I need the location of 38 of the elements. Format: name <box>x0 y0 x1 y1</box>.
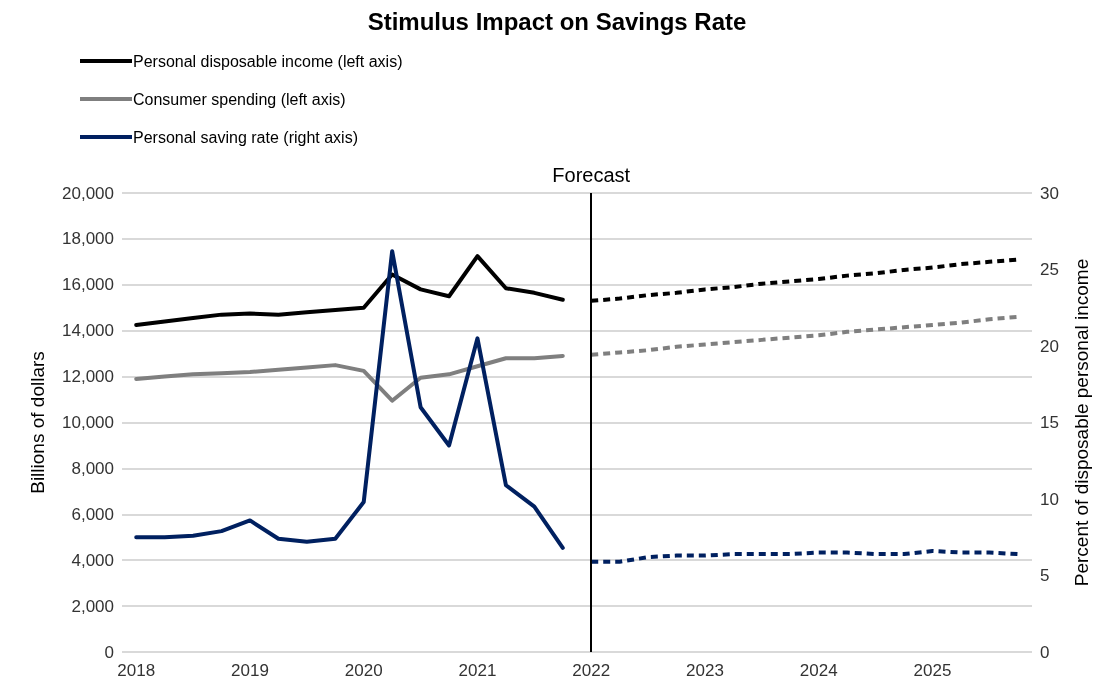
y-tick-label: 6,000 <box>71 504 114 524</box>
line-series <box>589 549 1020 564</box>
y-tick-label: 20,000 <box>62 183 114 203</box>
line-series <box>134 249 565 550</box>
y-tick-label: 12,000 <box>62 367 114 387</box>
x-tick-label: 2019 <box>231 661 269 680</box>
x-tick-label: 2025 <box>913 661 952 680</box>
ref-line-label: Forecast <box>552 164 631 186</box>
y2-tick-label: 20 <box>1040 336 1059 356</box>
y-tick-label: 0 <box>104 642 114 662</box>
x-tick-label: 2023 <box>686 661 724 680</box>
y-tick-label: 2,000 <box>71 596 114 616</box>
legend-label: Personal saving rate (right axis) <box>133 128 358 146</box>
legend-label: Consumer spending (left axis) <box>133 90 346 108</box>
y2-tick-label: 30 <box>1040 183 1059 203</box>
legend-label: Personal disposable income (left axis) <box>133 52 403 70</box>
y-tick-label: 18,000 <box>62 229 114 249</box>
y2-axis-title: Percent of disposable personal income <box>1071 258 1092 587</box>
line-series <box>134 254 565 327</box>
x-tick-label: 2018 <box>117 661 156 680</box>
y-axis-title: Billions of dollars <box>27 351 48 494</box>
y2-tick-label: 10 <box>1040 489 1059 509</box>
y2-tick-label: 25 <box>1040 260 1059 279</box>
chart-title: Stimulus Impact on Savings Rate <box>367 7 747 35</box>
y-tick-label: 14,000 <box>62 321 114 341</box>
y2-tick-label: 0 <box>1040 642 1050 662</box>
line-series <box>589 314 1020 357</box>
x-tick-label: 2024 <box>799 661 838 680</box>
y2-tick-label: 15 <box>1040 413 1059 432</box>
line-series <box>134 353 565 403</box>
y-tick-label: 16,000 <box>62 275 114 295</box>
y2-tick-label: 5 <box>1040 566 1050 585</box>
x-tick-label: 2020 <box>344 661 383 680</box>
y-tick-label: 8,000 <box>71 458 114 478</box>
y-tick-label: 10,000 <box>62 413 114 432</box>
y-tick-label: 4,000 <box>71 550 114 570</box>
x-tick-label: 2021 <box>458 661 497 680</box>
x-tick-label: 2022 <box>572 661 611 680</box>
